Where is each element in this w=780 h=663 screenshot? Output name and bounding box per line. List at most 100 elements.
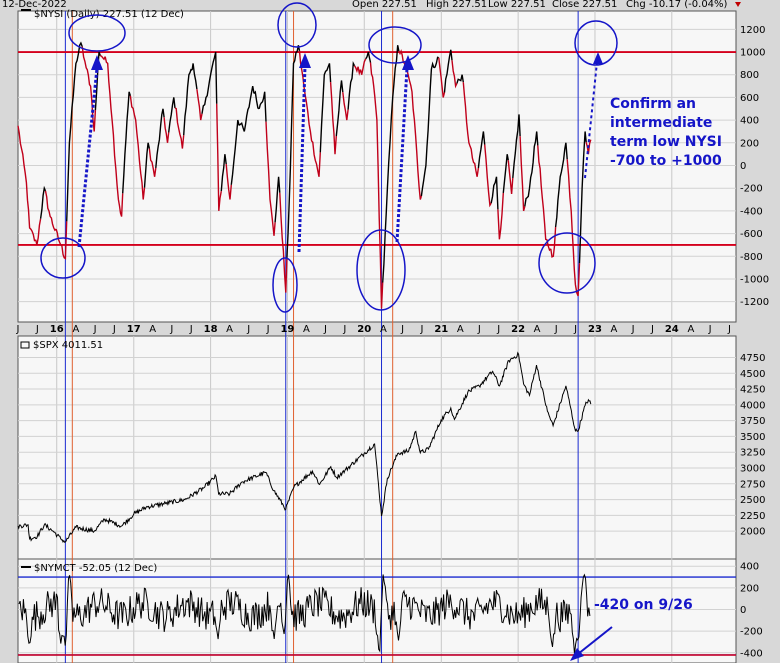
x-month-label: J [169,324,173,335]
nysi-series-line [129,95,146,200]
annotation-text: Confirm an intermediate term low NYSI -7… [594,96,722,613]
nysi-series-line [319,63,332,153]
x-month-label: J [477,324,481,335]
nysi-legend-swatch [21,9,31,11]
x-year-label: 23 [588,324,602,335]
y-tick-label: 3000 [740,464,765,475]
nysi-series-line [279,192,288,293]
nysi-series-line [253,90,260,110]
ellipse-2020-high [368,26,422,64]
x-month-label: J [112,324,116,335]
nysi-series-line [35,218,42,246]
ellipse-2018-low [272,257,298,313]
nysi-series-line [225,164,232,200]
x-month-label: A [72,324,79,335]
arrow-2019 [297,65,307,253]
confirm-line-2: intermediate [610,115,712,131]
nysi-series-line [274,176,281,223]
x-month-label: J [708,324,712,335]
x-month-label: A [457,324,464,335]
tick-labels: 120010008006004002000-200-400-600-800-10… [740,25,769,659]
y-tick-label: -800 [740,252,763,263]
x-month-label: J [631,324,635,335]
vertical-markers [64,11,579,663]
arrow-projection [584,61,598,179]
nysi-series-line [216,103,222,211]
y-tick-label: -600 [740,229,763,240]
horizontal-levels [18,51,736,656]
y-tick-label: -1200 [740,297,769,308]
x-month-label: A [380,324,387,335]
y-tick-label: -200 [740,184,763,195]
nysi-series-line [55,221,68,260]
nysi-series-line [201,51,218,114]
nysi-series-line [462,82,480,177]
x-month-label: J [35,324,39,335]
y-tick-label: -1000 [740,274,769,285]
header-open: Open 227.51 [352,0,417,10]
x-month-label: J [189,324,193,335]
y-tick-label: 1000 [740,48,765,59]
x-year-label: 17 [127,324,141,335]
nysi-series-line [537,145,552,252]
x-axis: J J 16 A J J 17 A J J 18 A J J 19 A J J 20 A J J 21 A J J 22 A J J 23 A… [16,324,731,335]
y-tick-label: 2000 [740,527,765,538]
x-year-label: 18 [204,324,218,335]
y-tick-label: 200 [740,138,759,149]
annotation-ellipses [40,2,618,313]
nysi-series-line [230,119,240,185]
y-tick-label: -200 [740,627,763,638]
nymct-series-line [18,573,591,655]
nysi-series-line [497,192,504,240]
nysi-series-line [329,82,337,155]
ellipse-2020-low [356,229,406,311]
x-month-label: J [650,324,654,335]
nysi-series-line [342,92,349,121]
nymct-note: -420 on 9/26 [594,597,693,613]
nysi-series-line [477,131,486,169]
spx-title: $SPX 4011.51 [33,340,103,351]
nysi-series-line [353,65,362,76]
x-month-label: J [573,324,577,335]
x-month-label: A [534,324,541,335]
x-month-label: J [342,324,346,335]
x-month-label: J [419,324,423,335]
nysi-series-line [484,144,492,208]
ellipse-target [574,20,618,66]
nysi-series-line [443,49,453,93]
nysi-series-line [168,97,176,133]
y-tick-label: -400 [740,206,763,217]
nysi-series-line [365,51,372,63]
spx-series-line [17,351,592,544]
x-year-label: 19 [280,324,294,335]
annotation-arrows [77,52,613,661]
nymct-legend-swatch [21,566,31,568]
nysi-series-line [196,89,203,121]
nysi-series-line [243,85,255,132]
arrow-2020 [395,67,409,243]
x-month-label: J [266,324,270,335]
x-month-label: J [727,324,731,335]
y-tick-label: 4250 [740,385,765,396]
nysi-series-line [99,54,106,61]
y-tick-label: 200 [740,583,759,594]
arrow-head-icon [570,648,584,661]
y-tick-label: 2750 [740,479,765,490]
nysi-series-line [143,142,151,188]
nysi-series-line [238,121,245,132]
y-tick-label: 3500 [740,432,765,443]
ellipse-2022-low [538,232,596,294]
nysi-series-line [191,63,198,90]
nysi-series-line [44,190,57,232]
nysi-series-line [122,91,132,194]
y-tick-label: 3750 [740,416,765,427]
x-month-label: J [323,324,327,335]
nysi-series-line [456,74,464,84]
confirm-line-3: term low NYSI [610,134,722,150]
nysi-series-line [382,45,400,283]
nysi-series-line [451,60,458,89]
header-high: High 227.51 [426,0,487,10]
y-tick-label: 600 [740,93,759,104]
nysi-series-line [66,41,83,222]
